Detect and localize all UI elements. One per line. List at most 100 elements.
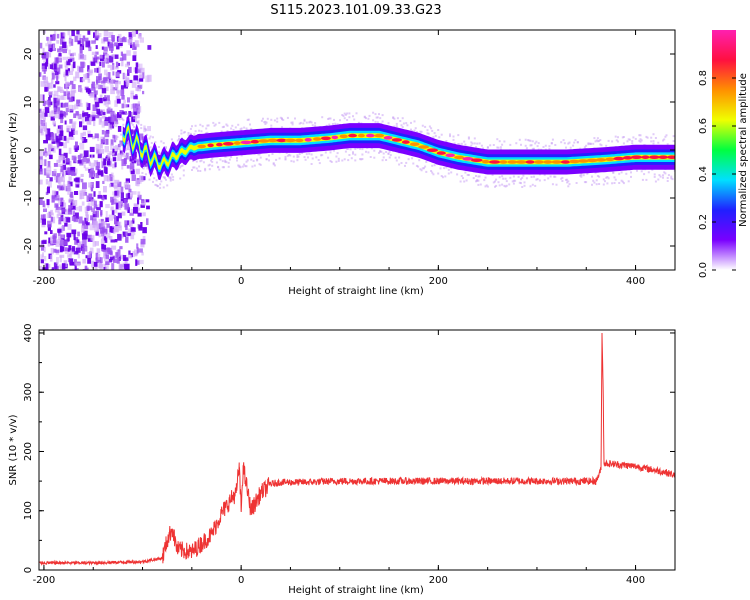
halo-mark	[116, 147, 119, 150]
noise-mark	[96, 57, 99, 64]
noise-mark	[63, 171, 66, 177]
noise-mark	[45, 134, 51, 141]
noise-mark	[75, 141, 78, 147]
halo-mark	[536, 145, 539, 148]
halo-mark	[218, 168, 221, 171]
halo-mark	[163, 172, 166, 175]
noise-mark	[52, 47, 56, 52]
noise-mark	[99, 61, 102, 66]
noise-mark	[125, 152, 129, 160]
halo-mark	[368, 114, 371, 117]
noise-mark	[70, 80, 74, 85]
noise-mark	[46, 212, 50, 218]
noise-mark	[74, 168, 78, 174]
noise-mark	[119, 246, 123, 250]
noise-mark	[111, 245, 117, 250]
halo-mark	[596, 175, 599, 177]
noise-mark	[56, 214, 59, 219]
noise-mark	[39, 159, 44, 166]
noise-mark	[101, 222, 106, 228]
halo-mark	[200, 130, 203, 133]
noise-mark	[53, 84, 56, 88]
noise-mark	[55, 135, 59, 143]
noise-mark	[69, 35, 72, 42]
noise-mark	[51, 196, 55, 203]
halo-mark	[460, 175, 463, 177]
halo-mark	[645, 135, 648, 138]
halo-mark	[200, 159, 203, 162]
noise-mark	[80, 178, 84, 183]
halo-mark	[604, 180, 606, 183]
halo-mark	[259, 156, 262, 159]
noise-mark	[98, 97, 103, 104]
halo-mark	[396, 117, 399, 120]
noise-mark	[103, 186, 107, 193]
noise-mark	[137, 101, 141, 105]
halo-mark	[415, 131, 418, 133]
halo-mark	[525, 177, 528, 180]
noise-mark	[55, 241, 60, 247]
halo-mark	[363, 115, 366, 118]
halo-mark	[221, 160, 224, 163]
noise-mark	[108, 236, 113, 240]
halo-mark	[567, 142, 570, 145]
noise-mark	[78, 205, 83, 212]
noise-mark	[135, 179, 138, 186]
noise-mark	[106, 95, 110, 101]
halo-mark	[420, 130, 423, 133]
noise-mark	[117, 154, 122, 161]
noise-mark	[90, 235, 95, 241]
halo-mark	[523, 184, 526, 187]
halo-mark	[530, 176, 533, 178]
noise-mark	[56, 40, 60, 44]
noise-mark	[59, 157, 62, 163]
halo-mark	[149, 146, 152, 149]
halo-mark	[543, 173, 546, 176]
noise-mark	[111, 227, 114, 233]
halo-mark	[299, 121, 302, 124]
halo-mark	[259, 163, 262, 166]
halo-mark	[237, 164, 240, 167]
noise-mark	[44, 51, 49, 59]
noise-mark	[89, 92, 95, 98]
ridge-peak	[374, 133, 385, 138]
noise-mark	[50, 230, 53, 234]
noise-mark	[61, 208, 67, 212]
noise-mark	[87, 252, 92, 258]
noise-mark	[140, 222, 143, 228]
noise-mark	[108, 116, 112, 124]
halo-mark	[118, 148, 121, 151]
noise-mark	[128, 66, 132, 73]
noise-mark	[50, 248, 54, 255]
halo-mark	[225, 123, 228, 126]
noise-mark	[60, 202, 64, 207]
noise-mark	[110, 89, 115, 95]
noise-mark	[80, 173, 84, 177]
halo-mark	[130, 156, 133, 159]
noise-mark	[72, 61, 76, 69]
noise-mark	[63, 135, 67, 141]
noise-mark	[65, 69, 69, 76]
noise-mark	[137, 194, 142, 200]
halo-mark	[207, 164, 210, 167]
halo-mark	[344, 113, 347, 116]
noise-mark	[121, 165, 124, 170]
noise-mark	[103, 158, 106, 166]
noise-mark	[102, 232, 106, 239]
halo-mark	[247, 118, 250, 121]
halo-mark	[328, 123, 331, 126]
noise-mark	[73, 206, 79, 211]
halo-mark	[393, 125, 396, 128]
halo-mark	[113, 124, 115, 127]
halo-mark	[271, 153, 274, 155]
halo-mark	[664, 135, 667, 138]
noise-mark	[91, 260, 95, 268]
halo-mark	[440, 175, 443, 177]
noise-mark	[71, 84, 76, 89]
noise-mark	[93, 261, 98, 267]
noise-mark	[121, 53, 127, 61]
halo-mark	[354, 147, 357, 150]
halo-mark	[168, 176, 171, 179]
halo-mark	[387, 152, 390, 155]
halo-mark	[273, 119, 276, 122]
